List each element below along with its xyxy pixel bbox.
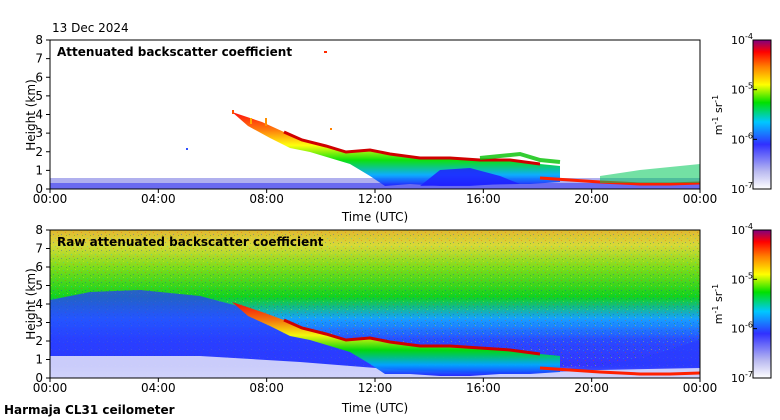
panel1-x-axis: 00:00 04:00 08:00 12:00 16:00 20:00 00:00 (33, 189, 718, 206)
panel2-x-tick-label: 00:00 (683, 381, 718, 395)
panel2-x-tick-label: 04:00 (141, 381, 176, 395)
panel1-y-axis: 0 1 2 3 4 5 6 7 8 (35, 33, 50, 196)
panel2-xlabel: Time (UTC) (341, 401, 408, 415)
panel1-surface-core (50, 183, 700, 189)
panel1-x-tick-label: 20:00 (574, 192, 609, 206)
panel2-title: Raw attenuated backscatter coefficient (57, 235, 324, 249)
panel1-ylabel: Height (km) (24, 79, 38, 150)
panel2-low-layer (539, 366, 701, 376)
panel2-y-tick-label: 6 (35, 260, 43, 274)
colorbar-top-unit: m-1 sr-1 (711, 95, 725, 135)
panel-raw: Raw attenuated backscatter coefficient 0… (24, 223, 717, 415)
colorbar-tick-label: 10-4 (731, 32, 753, 47)
panel2-y-tick-label: 2 (35, 334, 43, 348)
colorbar-tick-label: 10-4 (731, 222, 753, 237)
colorbar-bottom-scale (752, 229, 772, 379)
panel1-blue-wedge (420, 168, 520, 186)
panel1-secondary-cells (479, 151, 561, 164)
panel1-y-tick-label: 0 (35, 182, 43, 196)
panel2-boundary-layer (50, 290, 700, 378)
panel2-y-tick-label: 5 (35, 279, 43, 293)
panel1-specks (186, 51, 332, 150)
panel2-ylabel: Height (km) (24, 268, 38, 339)
panel1-x-tick-label: 00:00 (683, 192, 718, 206)
panel2-y-tick-label: 8 (35, 223, 43, 237)
panel1-x-tick-label: 08:00 (249, 192, 284, 206)
panel-attenuated: Attenuated backscatter coefficient 0 1 2 3 4… (24, 33, 717, 224)
panel2-y-tick-label: 4 (35, 297, 43, 311)
colorbar-bottom-ticks: 10-7 10-6 10-5 10-4 (731, 222, 757, 385)
panel2-y-tick-label: 7 (35, 242, 43, 256)
panel1-y-tick-label: 4 (35, 108, 43, 122)
colorbar-tick-label: 10-6 (731, 321, 753, 336)
panel2-x-tick-label: 08:00 (249, 381, 284, 395)
colorbar-tick-label: 10-7 (731, 370, 753, 385)
panel1-x-tick-label: 00:00 (33, 192, 68, 206)
date-label: 13 Dec 2024 (52, 21, 129, 35)
instrument-label: Harmaja CL31 ceilometer (4, 403, 175, 417)
colorbar-top-ticks: 10-7 10-6 10-5 10-4 (731, 32, 757, 196)
panel1-y-tick-label: 1 (35, 163, 43, 177)
colorbar-tick-label: 10-5 (731, 82, 753, 97)
panel2-y-tick-label: 0 (35, 371, 43, 385)
panel2-y-tick-label: 1 (35, 353, 43, 367)
panel1-y-tick-label: 5 (35, 89, 43, 103)
panel1-low-layer-fill (600, 164, 700, 183)
panel2-y-axis: 0 1 2 3 4 5 6 7 8 (35, 223, 50, 385)
panel2-x-tick-label: 12:00 (358, 381, 393, 395)
panel1-y-tick-label: 8 (35, 33, 43, 47)
panel1-cloud-top-edge (283, 130, 541, 166)
panel1-xlabel: Time (UTC) (341, 210, 408, 224)
panel1-cloud-band (232, 112, 560, 186)
panel2-x-tick-label: 20:00 (574, 381, 609, 395)
colorbar-tick-label: 10-7 (731, 181, 753, 196)
panel1-y-tick-label: 7 (35, 52, 43, 66)
colorbar-bottom-unit: m-1 sr-1 (711, 284, 725, 324)
panel1-y-tick-label: 2 (35, 145, 43, 159)
panel1-y-tick-label: 6 (35, 70, 43, 84)
colorbar-tick-label: 10-6 (731, 131, 753, 146)
panel2-cloud-band (232, 302, 560, 376)
panel1-x-tick-label: 16:00 (466, 192, 501, 206)
colorbar-top-scale (752, 39, 772, 190)
panel2-x-axis: 00:00 04:00 08:00 12:00 16:00 20:00 00:00 (33, 378, 718, 395)
panel2-cloud-top-edge (283, 318, 541, 356)
panel1-x-tick-label: 04:00 (141, 192, 176, 206)
colorbar-bottom: 10-7 10-6 10-5 10-4 m-1 sr-1 (711, 222, 772, 385)
colorbar-tick-label: 10-5 (731, 271, 753, 286)
panel2-x-tick-label: 00:00 (33, 381, 68, 395)
panel1-title: Attenuated backscatter coefficient (57, 45, 292, 59)
colorbar-top: 10-7 10-6 10-5 10-4 m-1 sr-1 (711, 32, 772, 196)
panel1-y-tick-label: 3 (35, 126, 43, 140)
panel1-x-tick-label: 12:00 (358, 192, 393, 206)
panel2-y-tick-label: 3 (35, 316, 43, 330)
panel2-x-tick-label: 16:00 (466, 381, 501, 395)
